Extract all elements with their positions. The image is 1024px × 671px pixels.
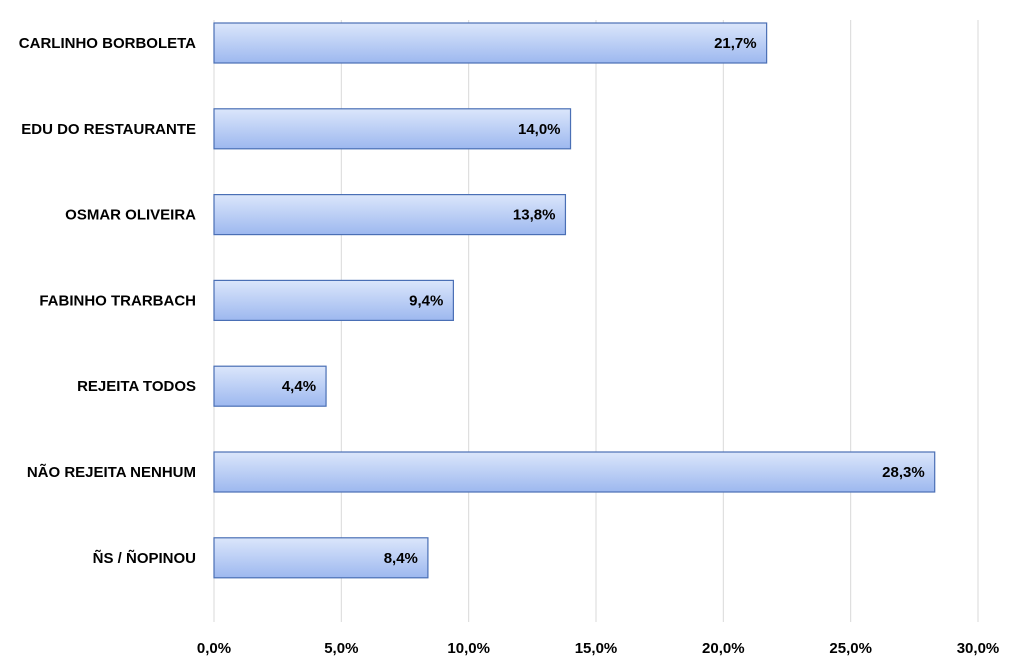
category-label: REJEITA TODOS bbox=[77, 378, 196, 395]
category-label: CARLINHO BORBOLETA bbox=[19, 35, 196, 52]
bar bbox=[213, 365, 327, 407]
category-label: OSMAR OLIVEIRA bbox=[65, 207, 196, 224]
category-label: ÑS / ÑOPINOU bbox=[93, 549, 196, 567]
bar bbox=[213, 279, 454, 321]
category-labels: CARLINHO BORBOLETA EDU DO RESTAURANTE OSMA… bbox=[19, 35, 196, 567]
x-tick-label: 15,0% bbox=[575, 640, 618, 657]
bar bbox=[213, 108, 572, 150]
data-label: 8,4% bbox=[384, 550, 418, 567]
data-label: 28,3% bbox=[882, 464, 925, 481]
x-tick-label: 20,0% bbox=[702, 640, 745, 657]
category-label: EDU DO RESTAURANTE bbox=[21, 121, 196, 138]
x-axis-ticks: 0,0% 5,0% 10,0% 15,0% 20,0% 25,0% 30,0% bbox=[197, 640, 999, 657]
category-label: FABINHO TRARBACH bbox=[39, 292, 196, 309]
x-tick-label: 25,0% bbox=[829, 640, 872, 657]
data-label: 13,8% bbox=[513, 207, 556, 224]
value-labels: 21,7% 14,0% 13,8% 9,4% 4,4% 28,3% 8,4% bbox=[282, 35, 925, 567]
data-label: 14,0% bbox=[518, 121, 561, 138]
bar bbox=[213, 451, 936, 493]
data-label: 9,4% bbox=[409, 292, 443, 309]
x-tick-label: 30,0% bbox=[957, 640, 1000, 657]
bar bbox=[213, 22, 768, 64]
x-tick-label: 10,0% bbox=[447, 640, 490, 657]
x-tick-label: 5,0% bbox=[324, 640, 358, 657]
bar bbox=[213, 537, 429, 579]
data-label: 4,4% bbox=[282, 378, 316, 395]
bar bbox=[213, 194, 567, 236]
data-label: 21,7% bbox=[714, 35, 757, 52]
x-tick-label: 0,0% bbox=[197, 640, 231, 657]
bars bbox=[213, 22, 936, 579]
category-label: NÃO REJEITA NENHUM bbox=[27, 463, 196, 481]
